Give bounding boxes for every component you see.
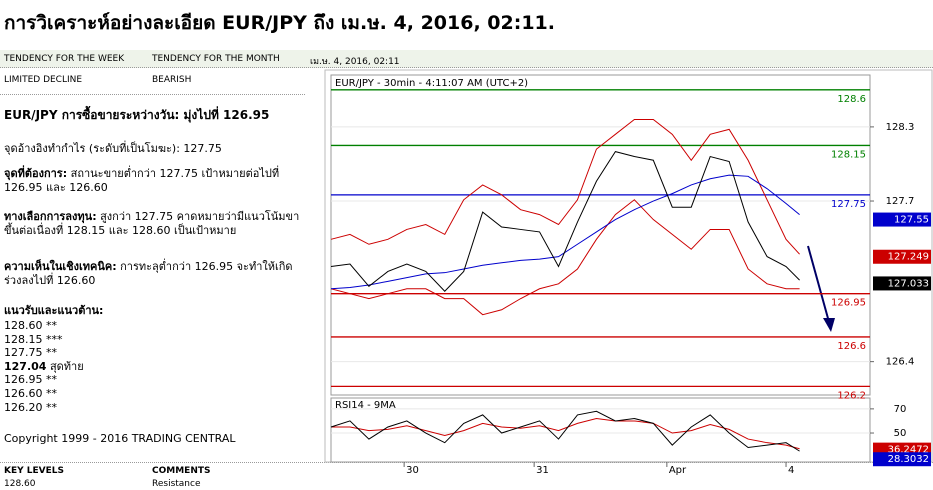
level-value: 128.15: [4, 332, 43, 346]
price-tag-label: 28.3032: [888, 454, 929, 465]
series-line: [330, 118, 800, 255]
level-label: 126.6: [837, 341, 866, 352]
price-tag-label: 127.033: [888, 278, 929, 289]
level-row: 128.60 **: [4, 319, 304, 333]
level-row: 128.15 ***: [4, 333, 304, 347]
level-note: **: [42, 346, 57, 360]
level-row: 126.95 **: [4, 373, 304, 387]
forecast-arrow: [807, 245, 835, 332]
x-tick-label: 30: [406, 465, 419, 476]
chart-frame: [324, 69, 933, 463]
level-row: 127.04 สุดท้าย: [4, 360, 304, 374]
x-tick-label: 4: [788, 465, 794, 476]
pivot: จุดอ้างอิงทำกำไร (ระดับที่เป็นโมฆะ): 127…: [4, 142, 222, 155]
levels-list: 128.60 ** 128.15 *** 127.75 ** 127.04 สุดท้…: [4, 319, 304, 414]
y-tick-label: 128.3: [886, 122, 915, 133]
note: จุดที่ต้องการ: สถานะขายต่ำกว่า 127.75 เป…: [4, 167, 304, 195]
rsi-title: RSI14 - 9MA: [335, 400, 396, 411]
level-label: 126.2: [837, 390, 866, 401]
level-value: 127.04: [4, 359, 47, 373]
y-tick-label: 126.4: [886, 357, 915, 368]
month-tendency: BEARISH: [152, 75, 192, 85]
series-line: [330, 151, 800, 292]
level-note: **: [42, 386, 57, 400]
series-line: [330, 199, 800, 316]
level-note: สุดท้าย: [46, 359, 84, 373]
comment: Resistance: [152, 479, 201, 489]
comments-label: COMMENTS: [152, 466, 211, 476]
level-value: 128.60: [4, 319, 43, 332]
price-tag-label: 36.2472: [888, 445, 929, 456]
price-tag-label: 127.249: [888, 252, 929, 263]
level-label: 128.6: [837, 94, 866, 105]
arrow-shaft: [807, 245, 830, 323]
level-value: 127.75: [4, 346, 43, 360]
level-row: 127.75 **: [4, 346, 304, 360]
month-label: TENDENCY FOR THE MONTH: [152, 54, 280, 64]
rsi-panel: [330, 397, 871, 463]
header-band: [0, 50, 933, 68]
level-value: 126.60: [4, 386, 43, 400]
note-text: สูงกว่า 127.75 คาดหมายว่ามีแนวโน้มขาขึ้น…: [4, 210, 300, 237]
price-tag: [873, 212, 931, 227]
y-tick-label: 50: [894, 428, 907, 439]
price-tag: [873, 452, 931, 467]
level-label: 126.95: [831, 298, 866, 309]
note-text: สถานะขายต่ำกว่า 127.75 เป้าหมายต่อไปที่ …: [4, 167, 280, 194]
level-note: **: [42, 319, 57, 332]
note: ทางเลือกการลงทุน: สูงกว่า 127.75 คาดหมาย…: [4, 210, 304, 238]
price-tag: [873, 276, 931, 291]
y-tick-label: 70: [894, 404, 907, 415]
key-levels-label: KEY LEVELS: [4, 466, 64, 476]
x-tick-label: Apr: [669, 465, 687, 476]
divider: [0, 94, 305, 95]
chart-title: EUR/JPY - 30min - 4:11:07 AM (UTC+2): [335, 78, 528, 89]
level-label: 127.75: [831, 199, 866, 210]
price-tag: [873, 249, 931, 264]
level-value: 126.95: [4, 373, 43, 387]
summary: EUR/JPY การซื้อขายระหว่างวัน: มุ่งไปที่ …: [4, 108, 270, 122]
series-line: [330, 410, 800, 452]
note-label: ความเห็นในเชิงเทคนิค:: [4, 260, 117, 273]
note-label: จุดที่ต้องการ:: [4, 167, 68, 180]
price-tag-label: 127.55: [894, 215, 929, 226]
week-label: TENDENCY FOR THE WEEK: [4, 54, 125, 64]
level-row: 126.20 **: [4, 401, 304, 415]
level-note: ***: [42, 332, 63, 346]
series-line: [330, 174, 800, 290]
page-title: การวิเคราะห์อย่างละเอียด EUR/JPY ถึง เม.…: [4, 12, 555, 34]
y-tick-label: 127.7: [886, 196, 915, 207]
note-text: การทะลุต่ำกว่า 126.95 จะทำให้เกิดร่วงลงไ…: [4, 260, 293, 287]
price-panel: [330, 74, 871, 396]
note: ความเห็นในเชิงเทคนิค: การทะลุต่ำกว่า 126…: [4, 260, 304, 288]
x-tick-label: 31: [536, 465, 549, 476]
level-note: **: [42, 373, 57, 387]
date: เม.ษ. 4, 2016, 02:11: [310, 57, 400, 67]
arrow-head: [823, 318, 835, 332]
key-level: 128.60: [4, 479, 36, 489]
level-value: 126.20: [4, 400, 43, 414]
level-label: 128.15: [831, 149, 866, 160]
level-note: **: [42, 400, 57, 414]
copyright: Copyright 1999 - 2016 TRADING CENTRAL: [4, 432, 236, 445]
week-tendency: LIMITED DECLINE: [4, 75, 83, 85]
level-row: 126.60 **: [4, 387, 304, 401]
levels-heading: แนวรับและแนวต้าน:: [4, 304, 104, 317]
note-label: ทางเลือกการลงทุน:: [4, 210, 97, 223]
